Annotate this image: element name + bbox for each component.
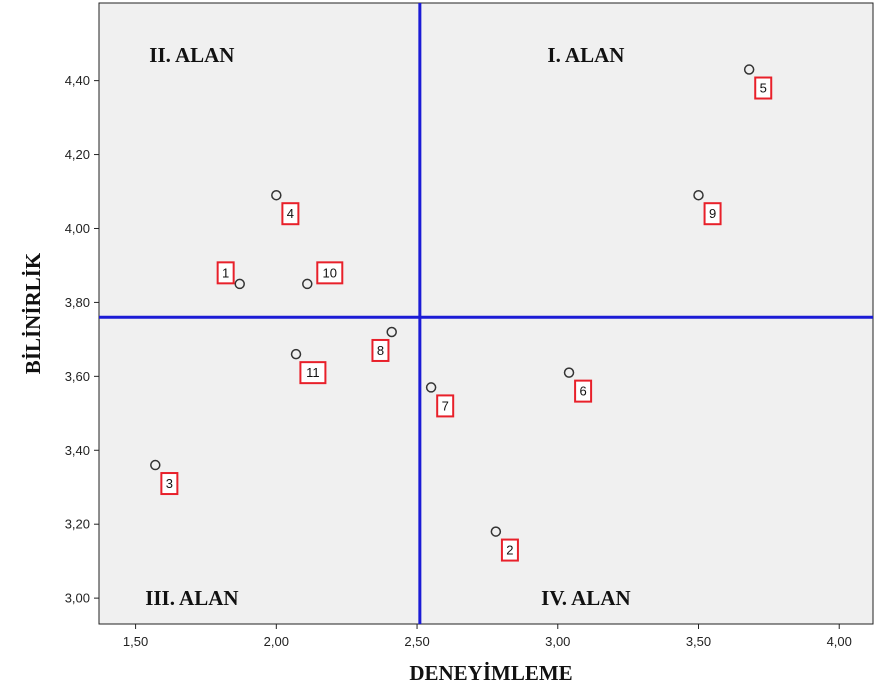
data-point-label: 3 xyxy=(166,476,173,491)
y-tick-label: 4,40 xyxy=(65,73,90,88)
y-axis: 3,00 3,20 3,40 3,60 3,80 4,00 4,20 4,40 xyxy=(65,73,99,606)
y-tick-label: 3,40 xyxy=(65,443,90,458)
data-point-label-box xyxy=(754,76,773,100)
y-tick-label: 4,20 xyxy=(65,147,90,162)
data-point-label: 11 xyxy=(306,365,320,380)
data-point-label-box xyxy=(500,538,519,562)
data-point xyxy=(234,278,245,290)
data-point xyxy=(743,64,755,75)
y-axis-title: BİLİNİRLİK xyxy=(21,252,45,374)
x-axis-title: DENEYİMLEME xyxy=(409,661,572,685)
quadrant-label: III. ALAN xyxy=(145,586,238,610)
data-point-label: 2 xyxy=(506,543,513,558)
data-point-label-box xyxy=(436,394,455,418)
data-point-label-box xyxy=(299,361,327,385)
data-point-label: 4 xyxy=(287,206,294,221)
x-tick-label: 2,50 xyxy=(404,634,429,649)
data-points: 1 2 3 4 5 6 7 8 9 10 11 xyxy=(150,64,773,562)
data-point xyxy=(693,189,704,201)
data-point-label: 7 xyxy=(442,398,449,413)
data-point-label-box xyxy=(216,261,235,285)
data-point xyxy=(302,278,313,290)
data-point xyxy=(563,367,575,378)
x-tick-label: 4,00 xyxy=(827,634,852,649)
quadrant-labels: II. ALAN I. ALAN III. ALAN IV. ALAN xyxy=(145,43,630,610)
data-point xyxy=(290,348,302,360)
data-point-label: 5 xyxy=(760,81,767,96)
x-tick-label: 3,50 xyxy=(686,634,711,649)
y-tick-label: 3,20 xyxy=(65,517,90,532)
data-point-label-box xyxy=(281,202,300,226)
data-point xyxy=(150,459,161,471)
y-tick-label: 3,60 xyxy=(65,369,90,384)
x-tick-label: 2,00 xyxy=(264,634,289,649)
quadrant-label: I. ALAN xyxy=(547,43,624,67)
y-tick-label: 4,00 xyxy=(65,221,90,236)
data-point-label: 8 xyxy=(377,343,384,358)
y-tick-label: 3,00 xyxy=(65,591,90,606)
data-point-label-box xyxy=(160,472,179,496)
data-point xyxy=(490,526,502,537)
x-tick-label: 3,00 xyxy=(545,634,570,649)
data-point-label: 10 xyxy=(323,265,337,280)
quadrant-label: II. ALAN xyxy=(149,43,234,67)
quadrant-label: IV. ALAN xyxy=(541,586,630,610)
plot-area xyxy=(98,2,874,625)
data-point xyxy=(386,326,397,338)
x-axis: 1,50 2,00 2,50 3,00 3,50 4,00 xyxy=(123,624,852,649)
data-point-label: 9 xyxy=(709,206,716,221)
y-tick-label: 3,80 xyxy=(65,295,90,310)
reference-lines xyxy=(99,3,873,624)
data-point-label-box xyxy=(703,202,722,226)
data-point-label: 6 xyxy=(579,384,586,399)
data-point xyxy=(271,189,282,201)
data-point-label-box xyxy=(316,261,344,285)
x-tick-label: 1,50 xyxy=(123,634,148,649)
data-point-label-box xyxy=(371,338,390,362)
data-point xyxy=(425,382,437,393)
data-point-label-box xyxy=(574,379,593,403)
data-point-label: 1 xyxy=(222,265,229,280)
